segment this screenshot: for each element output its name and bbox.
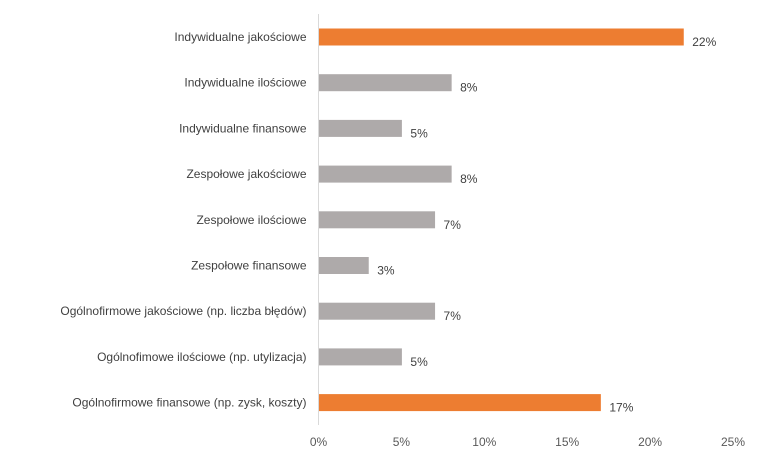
value-label: 3% [377,264,395,278]
bar [319,165,452,183]
x-tick-label: 5% [393,435,411,449]
category-label: Indywidualne jakościowe [174,30,306,44]
bar [319,119,402,137]
category-labels-group: Indywidualne jakościowe Indywidualne iloś… [60,30,306,410]
value-label: 5% [410,126,428,140]
value-labels-group: 22% 8% 5% 8% 7% 3% 7% 5% 17% [377,35,716,415]
x-tick-label: 25% [721,435,745,449]
value-label: 7% [444,218,462,232]
bar [319,74,452,92]
category-label: Zespołowe finansowe [191,259,307,273]
bars-group [319,28,684,412]
value-label: 8% [460,172,478,186]
value-label: 22% [692,35,716,49]
bar [319,211,436,229]
category-label: Zespołowe jakościowe [186,167,306,181]
x-tick-label: 20% [638,435,662,449]
x-tick-label: 10% [472,435,496,449]
bar [319,28,684,46]
category-label: Indywidualne finansowe [179,121,307,135]
bar [319,394,601,412]
category-label: Ogólnofirmowe jakościowe (np. liczba błę… [60,304,306,318]
bar [319,348,402,366]
bar [319,302,436,320]
x-tick-label: 15% [555,435,579,449]
value-label: 7% [444,309,462,323]
category-label: Ogólnofirmowe finansowe (np. zysk, koszt… [72,396,306,410]
x-axis-ticks-group: 0% 5% 10% 15% 20% 25% [310,435,746,449]
value-label: 17% [609,401,633,415]
category-label: Ogólnofimowe ilościowe (np. utylizacja) [97,350,306,364]
x-tick-label: 0% [310,435,328,449]
value-label: 8% [460,81,478,95]
category-label: Zespołowe ilościowe [196,213,306,227]
category-label: Indywidualne ilościowe [184,76,306,90]
value-label: 5% [410,355,428,369]
bar [319,257,369,274]
